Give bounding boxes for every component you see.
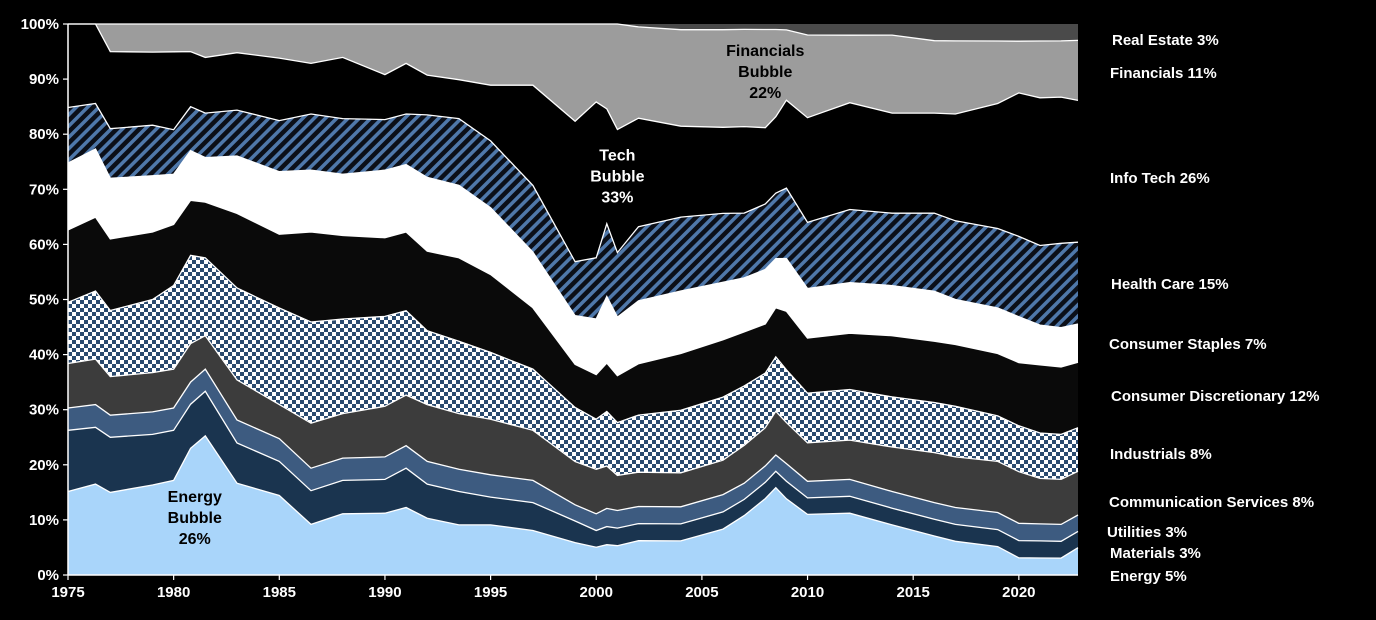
x-tick-label: 2015 (897, 584, 930, 601)
legend-real-estate: Real Estate 3% (1112, 32, 1219, 49)
annotation-financials-bubble-line: Financials (726, 43, 804, 60)
x-tick-label: 2020 (1002, 584, 1035, 601)
annotation-tech-bubble-line: 33% (601, 190, 633, 207)
area-energy (68, 435, 1078, 575)
legend-industrials: Industrials 8% (1110, 446, 1212, 463)
x-tick-label: 1975 (51, 584, 84, 601)
legend-financials: Financials 11% (1110, 65, 1217, 82)
boundary-consumer-discretionary (67, 199, 1079, 377)
y-tick-label: 30% (29, 402, 59, 419)
y-tick-label: 10% (29, 512, 59, 529)
annotations-layer: Energy Bubble 26% Tech Bubble 33% Financials Bu… (168, 43, 805, 548)
area-consumer-discretionary (68, 200, 1078, 435)
legend-communication-services: Communication Services 8% (1109, 494, 1314, 511)
y-tick-label: 90% (29, 71, 59, 88)
x-tick-label: 1995 (474, 584, 507, 601)
area-communication-services (68, 335, 1078, 525)
y-tick-label: 40% (29, 347, 59, 364)
boundary-financials (68, 23, 1079, 42)
x-tick-label: 2000 (580, 584, 613, 601)
legend-layer: Energy 5% Materials 3% Utilities 3% Communi… (1107, 32, 1319, 585)
y-tick-label: 0% (37, 567, 59, 584)
area-industrials (68, 255, 1078, 480)
x-tick-label: 2005 (685, 584, 718, 601)
boundary-health-care (67, 102, 1079, 263)
y-tick-label: 50% (29, 292, 59, 309)
boundary-materials (67, 390, 1079, 542)
legend-consumer-staples: Consumer Staples 7% (1109, 336, 1267, 353)
x-tick-label: 1985 (263, 584, 296, 601)
boundary-info-tech (68, 23, 1079, 131)
annotation-energy-bubble-line: 26% (179, 531, 211, 548)
legend-info-tech: Info Tech 26% (1110, 170, 1210, 187)
area-consumer-staples (68, 149, 1078, 376)
y-tick-label: 20% (29, 457, 59, 474)
annotation-tech-bubble-line: Tech (599, 148, 635, 165)
x-tick-label: 1980 (157, 584, 190, 601)
y-tick-label: 100% (21, 16, 59, 33)
annotation-tech-bubble-line: Bubble (590, 169, 644, 186)
y-tick-label: 70% (29, 181, 59, 198)
annotation-energy-bubble-line: Energy (168, 489, 222, 506)
x-tick-label: 2010 (791, 584, 824, 601)
annotation-energy-bubble-line: Bubble (168, 510, 222, 527)
areas-layer (67, 23, 1079, 575)
area-materials (68, 391, 1078, 559)
area-health-care (68, 103, 1078, 328)
y-tick-label: 80% (29, 126, 59, 143)
boundary-consumer-staples (67, 148, 1079, 329)
area-financials (68, 24, 1078, 130)
boundary-energy (67, 434, 1079, 559)
legend-energy: Energy 5% (1110, 568, 1187, 585)
boundary-utilities (67, 368, 1079, 526)
annotation-financials-bubble-line: Bubble (738, 64, 792, 81)
area-real-estate (68, 24, 1078, 42)
area-utilities (68, 369, 1078, 542)
annotation-energy-bubble: Energy Bubble 26% (168, 489, 222, 548)
boundary-communication-services (67, 334, 1079, 481)
annotation-financials-bubble-line: 22% (749, 85, 781, 102)
annotation-tech-bubble: Tech Bubble 33% (590, 148, 644, 207)
x-tick-label: 1990 (368, 584, 401, 601)
legend-utilities: Utilities 3% (1107, 524, 1187, 541)
legend-materials: Materials 3% (1110, 545, 1201, 562)
legend-health-care: Health Care 15% (1111, 276, 1229, 293)
boundary-industrials (67, 254, 1079, 436)
legend-consumer-discretionary: Consumer Discretionary 12% (1111, 388, 1319, 405)
annotation-financials-bubble: Financials Bubble 22% (726, 43, 804, 102)
area-info-tech (68, 24, 1078, 262)
y-tick-label: 60% (29, 236, 59, 253)
axes-layer: 0% 10% 20% 30% 40% 50% 60% 70% 80% 90% 100% 1975 198… (21, 16, 1078, 601)
